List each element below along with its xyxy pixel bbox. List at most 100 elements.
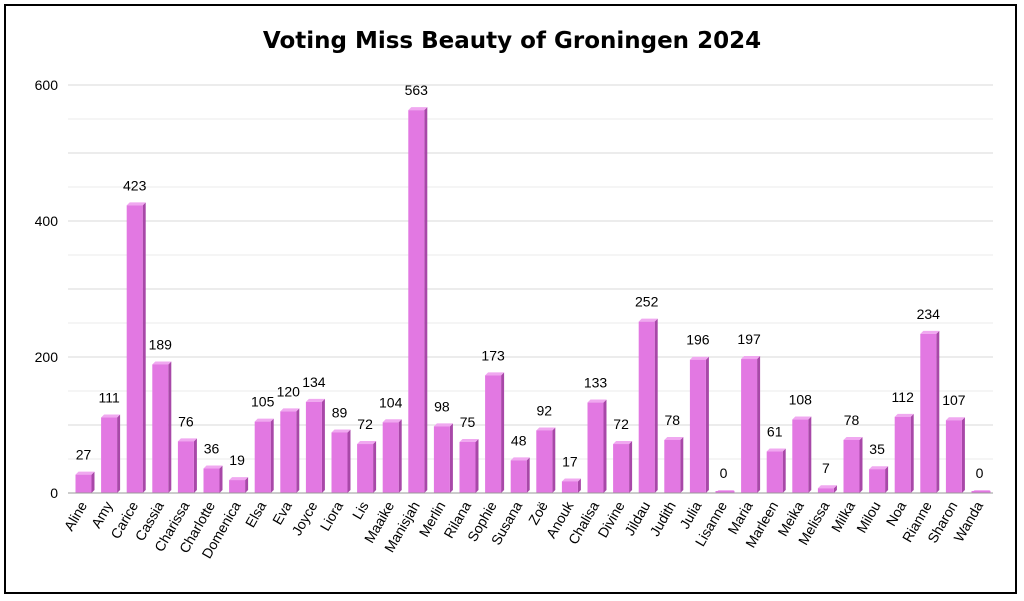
bar <box>587 399 607 493</box>
bar <box>408 107 428 493</box>
bar-front <box>741 359 758 493</box>
bar-side <box>321 398 325 493</box>
bar <box>280 408 300 493</box>
bar-front <box>689 359 706 493</box>
bar <box>203 465 223 493</box>
bar <box>510 457 530 493</box>
data-label: 98 <box>434 398 450 414</box>
bar-side <box>398 419 402 493</box>
bar-top <box>485 372 505 376</box>
bar-top <box>561 478 581 482</box>
bar-top <box>101 414 121 418</box>
data-label: 36 <box>204 441 220 457</box>
bars <box>75 107 991 494</box>
data-label: 133 <box>584 375 608 391</box>
bar <box>689 356 709 493</box>
bar-top <box>433 423 453 427</box>
bar <box>459 439 479 493</box>
bar-side <box>526 457 530 493</box>
bar-side <box>654 318 658 493</box>
data-label: 78 <box>844 412 860 428</box>
bar-top <box>357 441 377 445</box>
data-label: 61 <box>767 424 783 440</box>
bar-side <box>961 417 965 493</box>
bar <box>613 441 633 493</box>
bar <box>75 471 95 493</box>
bar <box>741 356 761 493</box>
bar-front <box>126 205 143 494</box>
bar-side <box>296 408 300 493</box>
bar-top <box>408 107 428 111</box>
data-label: 7 <box>822 460 830 476</box>
bar-top <box>382 419 402 423</box>
x-tick-label: Milou <box>853 499 884 536</box>
bar-top <box>894 413 914 417</box>
bar-side <box>245 477 249 493</box>
bar <box>357 441 377 493</box>
bar-top <box>869 466 889 470</box>
bar-side <box>603 399 607 493</box>
x-axis-labels: AlineAmyCariceCassiaCharissaCharlotteDom… <box>61 498 987 561</box>
bar <box>305 398 325 493</box>
bar <box>766 448 786 493</box>
bar-side <box>782 448 786 493</box>
data-label: 134 <box>302 374 326 390</box>
bar <box>843 436 863 493</box>
bar-front <box>75 474 92 493</box>
bar <box>382 419 402 493</box>
bar-front <box>152 364 169 493</box>
bar <box>152 361 172 493</box>
bar-top <box>741 356 761 360</box>
bar-side <box>833 485 837 493</box>
data-label: 111 <box>98 390 119 406</box>
x-tick-label: Liora <box>317 498 347 533</box>
bar-front <box>254 421 271 493</box>
bar-side <box>757 356 761 493</box>
bar-side <box>219 465 223 493</box>
bar-top <box>689 356 709 360</box>
x-tick-label: Milka <box>828 498 858 534</box>
bar-top <box>203 465 223 469</box>
bar <box>485 372 505 493</box>
bar <box>536 427 556 493</box>
data-label: 252 <box>635 294 659 310</box>
bar-top <box>152 361 172 365</box>
bar-front <box>229 480 246 493</box>
bar-front <box>766 451 783 493</box>
bar-top <box>536 427 556 431</box>
bar <box>971 490 991 493</box>
bar-side <box>475 439 479 493</box>
bar-top <box>280 408 300 412</box>
bar-side <box>629 441 633 493</box>
data-label: 189 <box>149 336 173 352</box>
data-label: 196 <box>686 332 710 348</box>
data-label: 75 <box>460 414 476 430</box>
bar-side <box>910 413 914 493</box>
y-axis-ticks: 0 200 400 600 <box>35 77 59 501</box>
bar-side <box>705 356 709 493</box>
bar-front <box>894 416 911 493</box>
bar-side <box>859 436 863 493</box>
bar <box>869 466 889 493</box>
data-label: 35 <box>869 441 885 457</box>
bar-top <box>229 477 249 481</box>
data-label: 112 <box>892 389 915 405</box>
bar-front <box>613 444 630 493</box>
data-label: 89 <box>332 404 348 420</box>
bar <box>817 485 837 493</box>
bar-front <box>536 430 553 493</box>
data-label: 234 <box>917 306 941 322</box>
chart-frame <box>4 4 1017 594</box>
bar-side <box>552 427 556 493</box>
bar-front <box>177 441 194 493</box>
bar-side <box>117 414 121 493</box>
bar-side <box>424 107 428 493</box>
bar-front <box>638 321 655 493</box>
data-label: 173 <box>481 347 505 363</box>
bar-front <box>280 411 297 493</box>
bar-front <box>664 439 681 493</box>
chart-title: Voting Miss Beauty of Groningen 2024 <box>262 28 762 54</box>
bar-front <box>357 444 374 493</box>
bar <box>126 202 146 494</box>
